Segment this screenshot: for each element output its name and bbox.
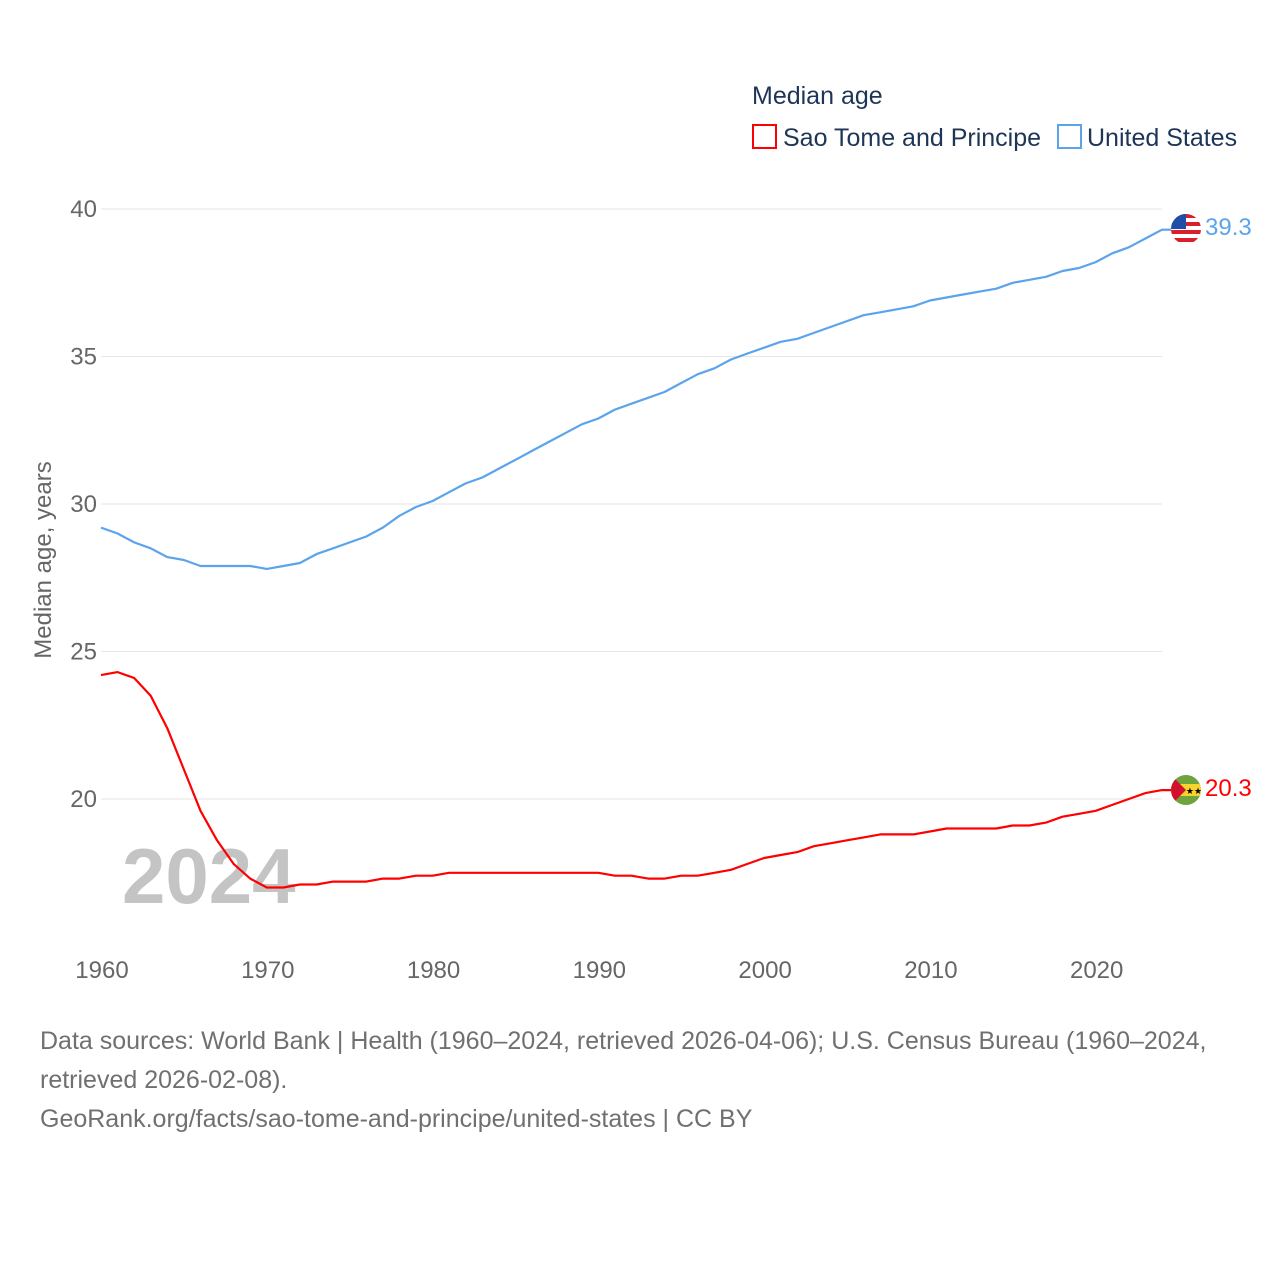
svg-text:★★: ★★ [1186,786,1202,796]
legend-title: Median age [752,82,883,110]
end-label-united-states: 39.3 [1205,214,1252,241]
legend-item-united-states[interactable]: United States [1057,124,1237,152]
source-link[interactable]: GeoRank.org/facts/sao-tome-and-principe/… [40,1105,753,1133]
y-tick-label: 35 [70,344,97,371]
series-line-sao-tome [100,670,1172,889]
y-tick-label: 30 [70,491,97,518]
y-tick-label: 25 [70,639,97,666]
legend-item-sao-tome[interactable]: Sao Tome and Principe [752,124,1041,152]
x-tick-label: 2010 [904,957,957,984]
series-line-united-states [100,228,1172,571]
x-tick-label: 2020 [1070,957,1123,984]
sao-tome-flag-icon: ★★ [1171,775,1202,805]
footer: Data sources: World Bank | Health (1960–… [40,1022,1250,1139]
x-axis-ticks: 1960 1970 1980 1990 2000 2010 2020 [75,957,1123,984]
end-label-sao-tome: 20.3 [1205,775,1252,802]
y-axis-ticks: 20 25 30 35 40 [70,196,97,813]
watermark-year: 2024 [122,832,296,920]
x-tick-label: 1980 [407,957,460,984]
x-tick-label: 2000 [738,957,791,984]
gridlines [101,208,1162,800]
legend: Median age Sao Tome and Principe United … [752,82,1237,152]
y-axis-label: Median age, years [30,461,57,658]
x-tick-label: 1960 [75,957,128,984]
y-tick-label: 20 [70,786,97,813]
x-tick-label: 1990 [573,957,626,984]
us-flag-icon [1171,214,1201,244]
series-lines [100,228,1172,889]
legend-label: United States [1087,124,1237,152]
x-tick-label: 1970 [241,957,294,984]
y-tick-label: 40 [70,196,97,223]
data-sources: Data sources: World Bank | Health (1960–… [40,1027,1207,1094]
legend-label: Sao Tome and Principe [783,124,1041,152]
